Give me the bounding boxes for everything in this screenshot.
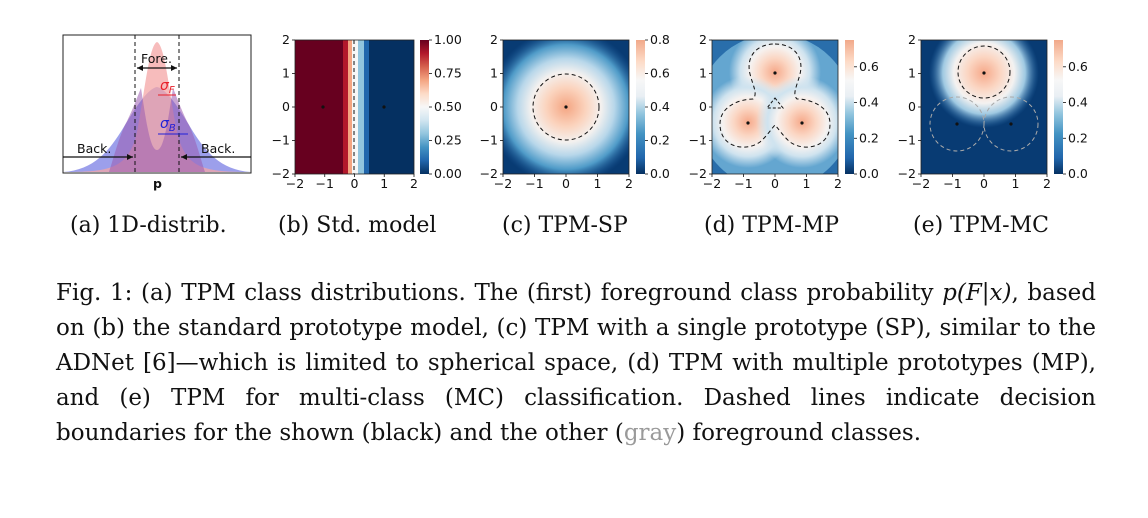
colorbar-tick-label: 0.4 bbox=[650, 99, 670, 114]
y-tick-label: 0 bbox=[699, 99, 707, 114]
y-tick-label: 0 bbox=[908, 99, 916, 114]
panel-caption-b: (b) Std. model bbox=[278, 213, 437, 238]
panel-e-tpm-mc bbox=[920, 39, 1063, 175]
y-tick-label: 0 bbox=[490, 99, 498, 114]
x-tick-label: 0 bbox=[351, 176, 359, 191]
caption-text-1: Fig. 1: (a) TPM class distributions. The… bbox=[56, 280, 943, 306]
colorbar-tick-label: 0.2 bbox=[650, 133, 670, 148]
sigma-b-subscript: B bbox=[169, 123, 176, 134]
y-tick-label: −2 bbox=[272, 166, 290, 181]
x-tick-label: −2 bbox=[703, 176, 721, 191]
svg-text:σF: σF bbox=[160, 78, 175, 96]
x-tick-label: 0 bbox=[980, 176, 988, 191]
x-tick-label: −2 bbox=[912, 176, 930, 191]
colorbar-tick-label: 0.00 bbox=[434, 166, 462, 181]
back-label-right: Back. bbox=[201, 141, 235, 156]
x-tick-label: −2 bbox=[494, 176, 512, 191]
foreground-distribution bbox=[63, 42, 251, 172]
panel-caption-c: (c) TPM-SP bbox=[502, 213, 628, 238]
panel-d-tpm-mp bbox=[711, 39, 854, 175]
colorbar-tick-label: 0.4 bbox=[1068, 95, 1088, 110]
x-tick-label: 2 bbox=[625, 176, 633, 191]
y-tick-label: 2 bbox=[490, 32, 498, 47]
x-tick-label: 1 bbox=[803, 176, 811, 191]
colorbar-tick-label: 0.25 bbox=[434, 133, 462, 148]
x-tick-label: 2 bbox=[1043, 176, 1051, 191]
figure-1: Fore. σF σB Back. Back. p bbox=[62, 32, 1088, 191]
panel-a-1d-distribution: Fore. σF σB Back. Back. p bbox=[62, 34, 252, 191]
x-tick-label: −1 bbox=[943, 176, 961, 191]
panel-b-standard-model bbox=[294, 39, 429, 175]
prototype-point bbox=[955, 122, 959, 126]
fore-label: Fore. bbox=[141, 51, 172, 66]
svg-text:σB: σB bbox=[160, 116, 176, 134]
x-tick-label: 2 bbox=[410, 176, 418, 191]
panel-caption-e: (e) TPM-MC bbox=[913, 213, 1049, 238]
prototype-point bbox=[800, 121, 804, 125]
x-tick-label: 0 bbox=[771, 176, 779, 191]
back-label-left: Back. bbox=[77, 141, 111, 156]
colorbar-tick-label: 0.50 bbox=[434, 99, 462, 114]
prototype-point bbox=[773, 71, 777, 75]
colorbar-tick-label: 0.2 bbox=[1068, 130, 1088, 145]
y-tick-label: −1 bbox=[898, 133, 916, 148]
caption-math: p(F|x) bbox=[942, 280, 1012, 306]
colorbar-tick-label: 0.0 bbox=[859, 166, 879, 181]
y-tick-label: 2 bbox=[908, 32, 916, 47]
colorbar-tick-label: 0.0 bbox=[650, 166, 670, 181]
prototype-point bbox=[564, 105, 568, 109]
y-tick-label: 2 bbox=[282, 32, 290, 47]
y-tick-label: −2 bbox=[898, 166, 916, 181]
panel-caption-d: (d) TPM-MP bbox=[704, 213, 840, 238]
colorbar-tick-label: 0.6 bbox=[1068, 59, 1088, 74]
colorbar-tick-label: 0.8 bbox=[650, 32, 670, 47]
y-tick-label: −1 bbox=[272, 133, 290, 148]
colorbar-tick-label: 0.6 bbox=[859, 59, 879, 74]
x-tick-label: −1 bbox=[525, 176, 543, 191]
x-tick-label: 2 bbox=[834, 176, 842, 191]
figure-caption: Fig. 1: (a) TPM class distributions. The… bbox=[56, 276, 1096, 451]
y-tick-label: 2 bbox=[699, 32, 707, 47]
panel-c-tpm-sp bbox=[502, 39, 645, 175]
y-tick-label: −2 bbox=[480, 166, 498, 181]
x-tick-label: −1 bbox=[734, 176, 752, 191]
prototype-point bbox=[1009, 122, 1013, 126]
y-tick-label: −2 bbox=[689, 166, 707, 181]
x-tick-label: 1 bbox=[1012, 176, 1020, 191]
x-axis-label-p: p bbox=[153, 176, 162, 191]
y-tick-label: 1 bbox=[282, 66, 290, 81]
colorbar-tick-label: 1.00 bbox=[434, 32, 462, 47]
x-tick-label: 0 bbox=[562, 176, 570, 191]
panel-caption-a: (a) 1D-distrib. bbox=[70, 213, 227, 238]
prototype-point bbox=[746, 121, 750, 125]
y-tick-label: 0 bbox=[282, 99, 290, 114]
sigma-b-symbol: σ bbox=[160, 116, 170, 132]
x-tick-label: −1 bbox=[316, 176, 334, 191]
sigma-f-subscript: F bbox=[169, 85, 175, 96]
y-tick-label: 1 bbox=[699, 66, 707, 81]
prototype-point bbox=[382, 105, 386, 109]
colorbar-tick-label: 0.2 bbox=[859, 130, 879, 145]
sigma-f-symbol: σ bbox=[160, 78, 170, 94]
y-tick-label: 1 bbox=[908, 66, 916, 81]
prototype-point bbox=[982, 71, 986, 75]
y-tick-label: 1 bbox=[490, 66, 498, 81]
colorbar-tick-label: 0.75 bbox=[434, 66, 462, 81]
y-tick-label: −1 bbox=[689, 133, 707, 148]
colorbar-tick-label: 0.0 bbox=[1068, 166, 1088, 181]
x-tick-label: −2 bbox=[286, 176, 304, 191]
caption-gray-word: gray bbox=[623, 420, 677, 446]
colorbar-tick-label: 0.6 bbox=[650, 66, 670, 81]
x-tick-label: 1 bbox=[380, 176, 388, 191]
y-tick-label: −1 bbox=[480, 133, 498, 148]
caption-text-2: , based on (b) the standard prototype mo… bbox=[56, 280, 1096, 446]
colorbar-tick-label: 0.4 bbox=[859, 95, 879, 110]
x-tick-label: 1 bbox=[594, 176, 602, 191]
caption-text-3: ) foreground classes. bbox=[676, 420, 922, 446]
prototype-point bbox=[321, 105, 325, 109]
